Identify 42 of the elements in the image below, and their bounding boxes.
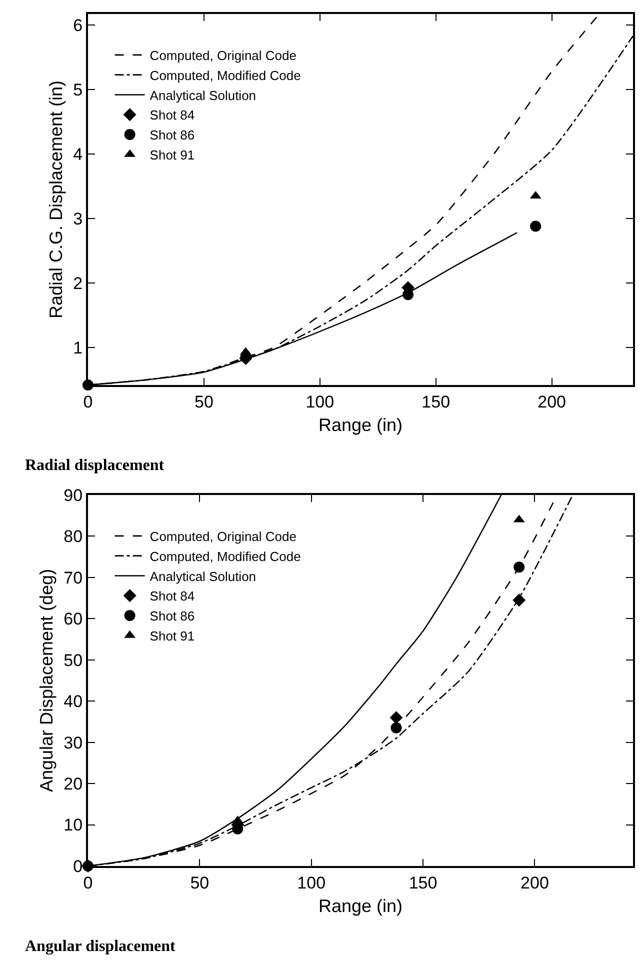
y-tick-label: 30 (64, 733, 83, 752)
y-tick-label: 2 (73, 274, 83, 294)
text: Radial displacement (25, 457, 165, 474)
y-tick-label: 3 (73, 209, 83, 228)
y-axis-title: Radial C.G. Displacement (in) (46, 80, 66, 319)
legend-label: Shot 84 (150, 588, 195, 604)
x-tick-label: 100 (306, 392, 334, 412)
legend-label: Computed, Original Code (150, 48, 297, 63)
y-tick-label: 1 (73, 338, 83, 358)
x-tick-label: 50 (194, 392, 214, 412)
legend-label: Computed, Original Code (150, 528, 297, 544)
legend-label: Shot 91 (150, 147, 195, 162)
legend-label: Shot 84 (150, 108, 195, 123)
x-axis-title: Range (in) (318, 415, 403, 435)
y-tick-label: 40 (64, 692, 83, 712)
y-tick-label: 80 (64, 527, 83, 546)
x-tick-label: 100 (297, 873, 326, 892)
x-tick-label: 200 (520, 873, 549, 892)
y-tick-label: 10 (64, 816, 83, 835)
legend-label: Computed, Modified Code (150, 548, 301, 564)
x-tick-label: 150 (408, 873, 438, 892)
legend-label: Shot 86 (150, 128, 195, 143)
x-tick-label: 200 (538, 392, 566, 412)
y-tick-label: 90 (64, 486, 83, 505)
y-tick-label: 4 (73, 144, 83, 164)
y-tick-label: 20 (64, 774, 83, 794)
text: Angular displacement (25, 938, 176, 955)
x-tick-label: 50 (190, 873, 210, 892)
legend-label: Shot 91 (150, 628, 195, 644)
y-tick-label: 60 (64, 610, 83, 629)
y-tick-label: 6 (73, 16, 83, 35)
y-tick-label: 0 (73, 856, 83, 876)
legend-label: Analytical Solution (150, 568, 256, 584)
y-tick-label: 5 (73, 80, 83, 100)
y-tick-label: 50 (64, 650, 83, 670)
legend-label: Shot 86 (150, 608, 195, 624)
y-tick-label: 70 (64, 568, 83, 588)
y-axis-title: Angular Displacement (deg) (36, 568, 56, 792)
legend-label: Computed, Modified Code (150, 68, 301, 83)
x-axis-title: Range (in) (318, 896, 403, 916)
legend-label: Analytical Solution (150, 88, 256, 103)
x-tick-label: 150 (422, 392, 450, 412)
